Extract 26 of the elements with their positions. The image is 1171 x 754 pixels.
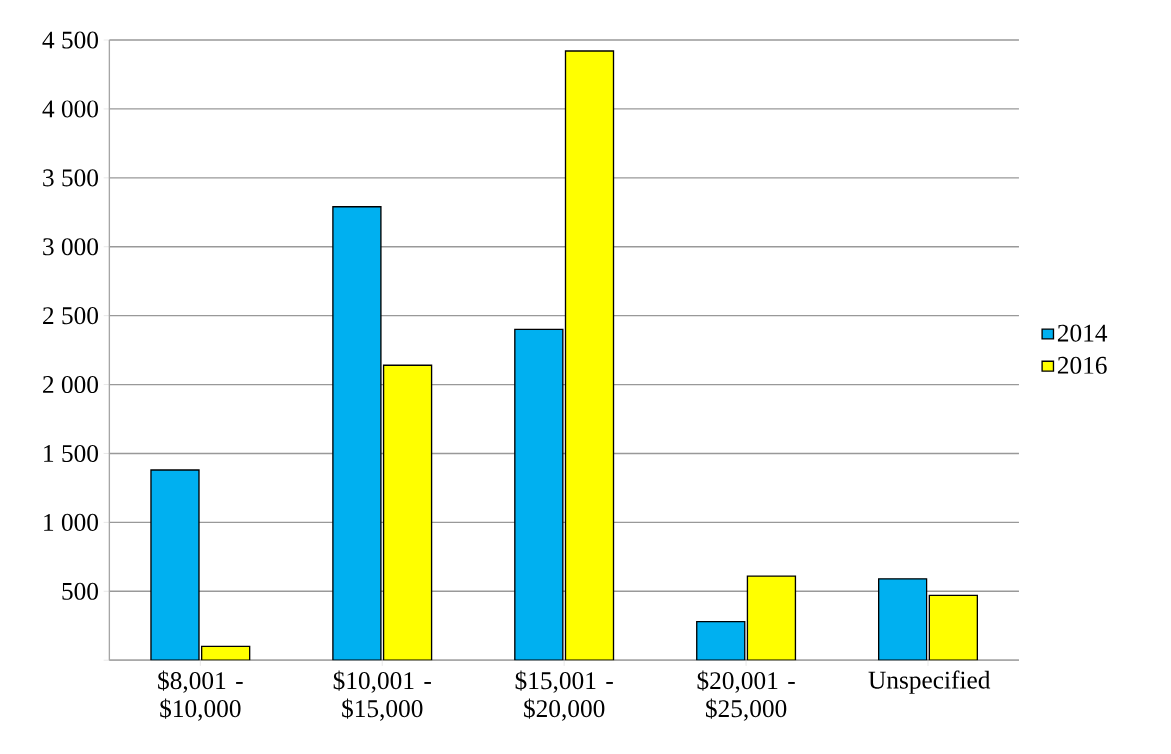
bar: [746, 575, 797, 661]
x-tick-label: $8,001 - $10,000: [158, 670, 243, 722]
bar: [150, 469, 200, 661]
bar: [382, 364, 433, 661]
bar: [564, 50, 615, 661]
y-tick-label: 4 500: [42, 31, 98, 49]
y-tick-label: 1 000: [44, 514, 98, 532]
x-tick-label: $15,001 - $20,000: [515, 670, 613, 722]
bar: [877, 578, 928, 661]
y-tick-label: 500: [62, 582, 98, 601]
x-tick-label: $20,001 - $25,000: [697, 670, 795, 722]
legend-label: 2016: [1057, 357, 1107, 375]
y-tick-label: 2 000: [43, 376, 98, 394]
y-tick-label: 3 000: [43, 238, 98, 256]
x-tick-label: $10,001 - $15,000: [333, 670, 431, 722]
bar: [332, 206, 382, 661]
bar: [696, 621, 746, 661]
y-tick-label: 1 500: [44, 445, 98, 463]
bar: [201, 646, 250, 661]
bar: [514, 328, 564, 661]
legend-label: 2014: [1057, 324, 1108, 342]
x-tick-label: Unspecified: [868, 670, 991, 695]
y-tick-label: 2 500: [43, 307, 98, 325]
bar: [928, 594, 979, 661]
y-tick-label: 4 000: [42, 100, 98, 118]
y-tick-label: 3 500: [43, 169, 98, 187]
